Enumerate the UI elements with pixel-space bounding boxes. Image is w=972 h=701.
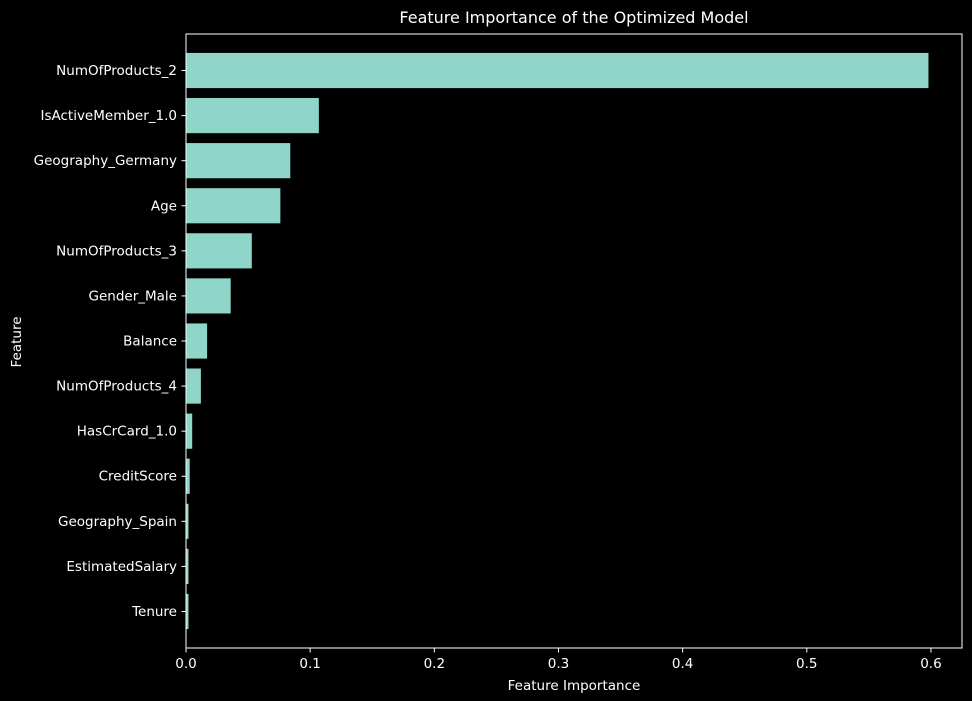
bar-CreditScore [186, 458, 190, 494]
y-tick-label: Geography_Spain [58, 514, 177, 530]
y-tick-label: NumOfProducts_2 [56, 63, 177, 79]
bar-Tenure [186, 593, 189, 630]
x-tick-label: 0.6 [920, 656, 941, 672]
bar-IsActiveMember_1.0 [186, 98, 319, 134]
x-tick-label: 0.2 [424, 656, 445, 672]
y-tick-label: HasCrCard_1.0 [77, 424, 177, 440]
x-tick-label: 0.0 [175, 656, 196, 672]
y-axis-label: Feature [9, 316, 25, 367]
y-tick-label: NumOfProducts_4 [56, 379, 177, 395]
y-tick-label: Age [151, 198, 177, 214]
x-tick-label: 0.4 [672, 656, 693, 672]
x-tick-label: 0.5 [796, 656, 817, 672]
bar-HasCrCard_1.0 [186, 413, 193, 449]
bar-Geography_Spain [186, 503, 189, 539]
bar-Age [186, 188, 281, 224]
x-axis-ticks: 0.0 0.1 0.2 0.3 0.4 0.5 0.6 [175, 648, 942, 672]
bar-Balance [186, 323, 208, 359]
bar-Geography_Germany [186, 143, 291, 179]
x-tick-label: 0.3 [548, 656, 569, 672]
y-tick-label: EstimatedSalary [66, 559, 177, 575]
bar-NumOfProducts_2 [186, 52, 929, 89]
bar-NumOfProducts_4 [186, 368, 201, 404]
chart-title: Feature Importance of the Optimized Mode… [399, 8, 748, 27]
y-axis-ticks: NumOfProducts_2 IsActiveMember_1.0 Geograp… [34, 63, 186, 620]
y-tick-label: Gender_Male [89, 288, 177, 304]
axes-frame [185, 33, 963, 649]
y-tick-label: IsActiveMember_1.0 [40, 108, 177, 124]
y-tick-label: CreditScore [99, 469, 177, 485]
bars-layer [186, 52, 929, 630]
bar-EstimatedSalary [186, 548, 189, 584]
y-tick-label: Tenure [131, 604, 177, 620]
bar-NumOfProducts_3 [186, 233, 252, 269]
y-tick-label: Balance [123, 334, 177, 350]
y-tick-label: NumOfProducts_3 [56, 243, 177, 259]
x-axis-label: Feature Importance [508, 678, 641, 694]
y-tick-label: Geography_Germany [34, 153, 177, 169]
x-tick-label: 0.1 [299, 656, 320, 672]
plot-frame [185, 33, 963, 649]
bar-Gender_Male [186, 278, 231, 314]
